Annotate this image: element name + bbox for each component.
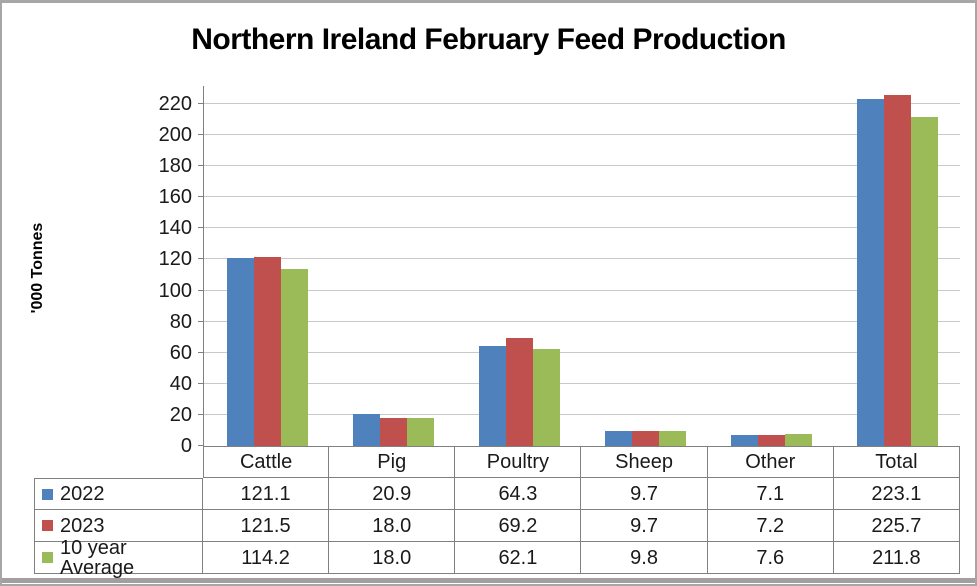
bar-10-year-average-total <box>911 116 939 446</box>
frame-bottom-border <box>2 578 975 583</box>
y-tick-label: 120 <box>158 248 192 271</box>
legend-key-10-year-average: 10 year Average <box>34 538 203 578</box>
y-tick-mark <box>198 289 204 291</box>
bar-2023-pig <box>379 418 407 446</box>
value-cell: 20.9 <box>329 478 456 510</box>
column-header-total: Total <box>833 446 960 478</box>
legend-swatch <box>42 520 53 531</box>
bar-2022-other <box>731 434 759 446</box>
value-cell: 7.2 <box>707 510 834 542</box>
bar-2023-sheep <box>632 430 660 446</box>
bar-2022-cattle <box>226 257 254 446</box>
y-tick-mark <box>198 165 204 167</box>
value-cell: 18.0 <box>329 542 456 574</box>
gridline-40 <box>204 382 960 384</box>
column-header-other: Other <box>707 446 834 478</box>
value-cell: 7.6 <box>707 542 834 574</box>
y-tick-label: 60 <box>169 341 192 364</box>
bar-2023-other <box>758 434 786 446</box>
y-tick-mark <box>198 103 204 105</box>
legend-swatch <box>42 552 53 563</box>
y-tick-mark <box>198 320 204 322</box>
y-tick-mark <box>198 227 204 229</box>
y-tick-label: 40 <box>169 372 192 395</box>
bar-10-year-average-sheep <box>659 430 687 446</box>
bar-10-year-average-cattle <box>280 268 308 446</box>
y-tick-label: 100 <box>158 279 192 302</box>
legend-key-2022: 2022 <box>34 478 203 510</box>
data-table: Cattle Pig Poultry Sheep Other Total 2022 121.1… <box>34 446 960 578</box>
legend-label: 2023 <box>60 514 105 537</box>
y-tick-label: 140 <box>158 217 192 240</box>
gridline-120 <box>204 258 960 260</box>
gridline-80 <box>204 320 960 322</box>
gridline-100 <box>204 289 960 291</box>
bar-10-year-average-other <box>785 434 813 446</box>
y-tick-mark <box>198 351 204 353</box>
value-cell: 69.2 <box>455 510 582 542</box>
y-tick-label: 0 <box>180 435 192 457</box>
plot-area <box>198 86 960 446</box>
bar-2023-cattle <box>253 257 281 446</box>
legend-label: 2022 <box>60 483 105 505</box>
y-tick-label: 80 <box>169 310 192 333</box>
value-cell: 62.1 <box>455 542 582 574</box>
gridline-160 <box>204 196 960 198</box>
legend-swatch <box>42 488 53 500</box>
y-tick-mark <box>198 413 204 415</box>
chart-title: Northern Ireland February Feed Productio… <box>191 23 786 56</box>
gridline-60 <box>204 351 960 353</box>
y-tick-mark <box>198 382 204 384</box>
column-header-sheep: Sheep <box>581 446 708 478</box>
value-cell: 9.8 <box>581 542 708 574</box>
column-header-cattle: Cattle <box>203 446 330 478</box>
table-corner-cell <box>34 446 203 478</box>
gridline-220 <box>204 103 960 105</box>
y-tick-label: 200 <box>158 124 192 147</box>
bar-2023-poultry <box>505 338 533 446</box>
gridline-200 <box>204 134 960 136</box>
bar-2022-poultry <box>478 346 506 446</box>
gridline-180 <box>204 165 960 167</box>
y-tick-label: 20 <box>169 403 192 426</box>
value-cell: 64.3 <box>455 478 582 510</box>
y-axis-title: '000 Tonnes <box>29 222 46 314</box>
bar-10-year-average-poultry <box>532 349 560 446</box>
value-cell: 7.1 <box>707 478 834 510</box>
bar-2023-total <box>884 95 912 446</box>
value-cell: 223.1 <box>833 478 960 510</box>
bar-2022-pig <box>352 413 380 446</box>
y-tick-label: 180 <box>158 155 192 178</box>
bar-2022-total <box>857 99 885 446</box>
value-cell: 9.7 <box>581 478 708 510</box>
y-tick-mark <box>198 445 204 446</box>
legend-label: 10 year Average <box>60 536 135 579</box>
y-tick-label: 220 <box>158 93 192 116</box>
legend-key-2023: 2023 <box>34 510 203 542</box>
value-cell: 114.2 <box>203 542 330 574</box>
bar-2022-sheep <box>605 430 633 446</box>
value-cell: 211.8 <box>833 542 960 574</box>
y-tick-mark <box>198 258 204 260</box>
value-cell: 18.0 <box>329 510 456 542</box>
column-header-poultry: Poultry <box>455 446 582 478</box>
y-tick-mark <box>198 196 204 198</box>
bar-10-year-average-pig <box>406 418 434 446</box>
y-tick-label: 160 <box>158 186 192 209</box>
value-cell: 225.7 <box>833 510 960 542</box>
value-cell: 121.1 <box>203 478 330 510</box>
gridline-20 <box>204 413 960 415</box>
column-header-pig: Pig <box>329 446 456 478</box>
y-tick-mark <box>198 134 204 136</box>
gridline-140 <box>204 227 960 229</box>
value-cell: 9.7 <box>581 510 708 542</box>
value-cell: 121.5 <box>203 510 330 542</box>
